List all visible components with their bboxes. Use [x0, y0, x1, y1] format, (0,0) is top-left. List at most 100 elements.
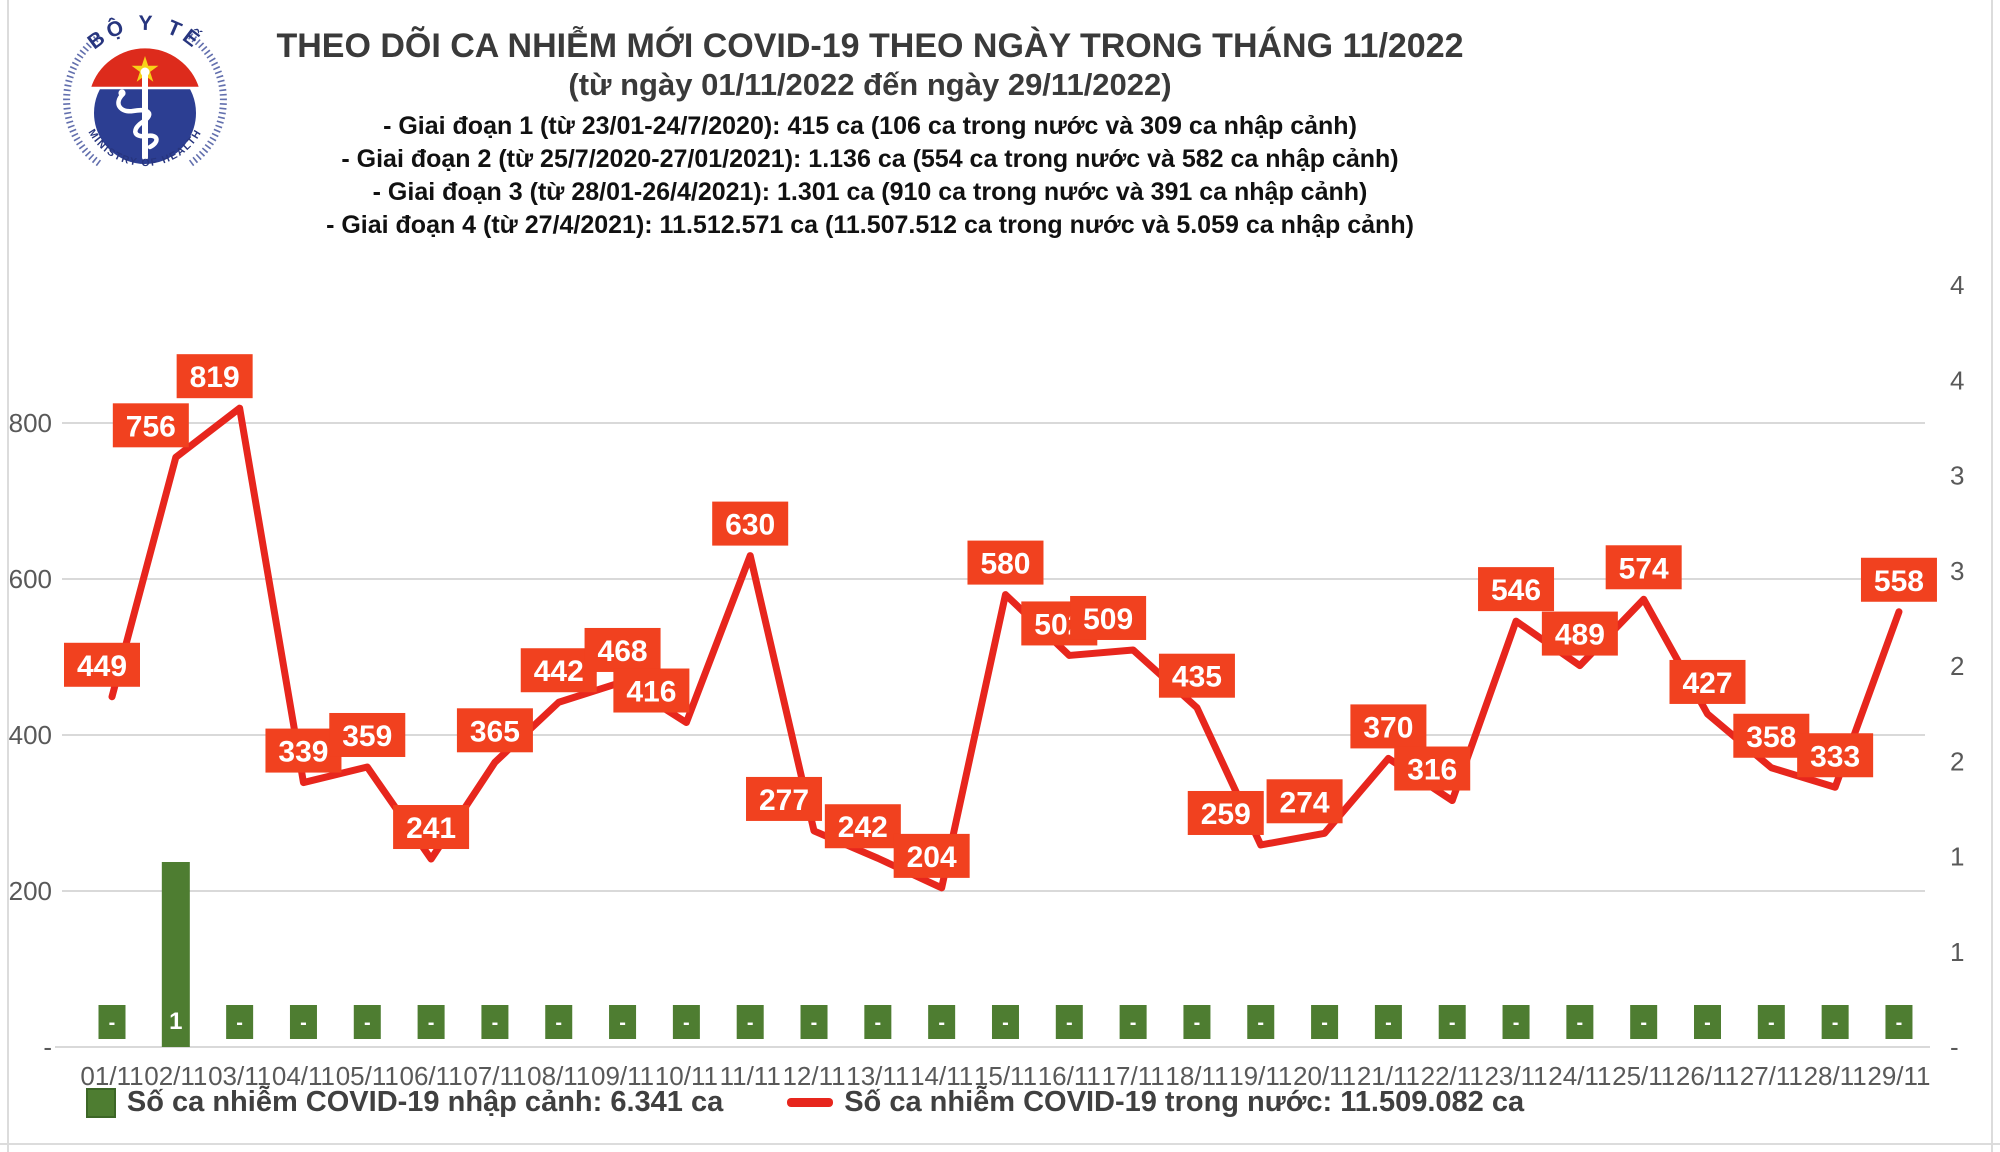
data-label-box — [1070, 595, 1147, 640]
data-label-box — [893, 833, 970, 878]
y-axis-right-label: 4 — [1950, 365, 1964, 395]
bar-label: - — [1449, 1012, 1456, 1034]
data-label-box — [64, 642, 140, 687]
bar-label-box — [545, 1005, 573, 1039]
data-label-box — [112, 403, 189, 448]
data-label: 435 — [1172, 661, 1222, 694]
bar-label: - — [1768, 1012, 1775, 1034]
bar-label: - — [1385, 1012, 1392, 1034]
data-label-box — [393, 805, 470, 850]
bar-label: - — [492, 1012, 499, 1034]
data-label-box — [712, 501, 789, 546]
bar-label-box — [1757, 1005, 1785, 1039]
bar-label: - — [1002, 1012, 1009, 1034]
bar-label-box — [1694, 1005, 1721, 1039]
bar-label-box — [1311, 1005, 1339, 1039]
bar-label-box — [1821, 1005, 1849, 1039]
bar-label-box — [162, 1005, 190, 1039]
x-axis-label: 03/11 — [208, 1061, 271, 1091]
data-label: 359 — [342, 720, 392, 753]
bar-label-box — [226, 1005, 254, 1039]
data-label: 365 — [470, 715, 520, 748]
bar-label: - — [1066, 1012, 1073, 1034]
bar-swatch-icon — [85, 1087, 116, 1118]
x-axis-label: 14/11 — [910, 1061, 973, 1091]
y-axis-left-label: 200 — [9, 876, 52, 906]
bar-label-box — [1247, 1005, 1275, 1039]
bar-label: - — [428, 1012, 435, 1034]
y-axis-right-label: 2 — [1950, 746, 1964, 776]
bar-label-box — [98, 1005, 126, 1039]
data-label-box — [1266, 779, 1343, 824]
x-axis-label: 18/11 — [1165, 1061, 1228, 1091]
logo-rays-right — [187, 33, 227, 167]
x-axis-label: 05/11 — [336, 1061, 399, 1091]
data-label: 630 — [725, 509, 775, 542]
data-label: 580 — [980, 548, 1030, 581]
data-label-box — [265, 728, 342, 773]
data-label-box — [1860, 557, 1937, 602]
bar-label-box — [1630, 1005, 1658, 1039]
data-label: 449 — [77, 650, 127, 683]
data-label-box — [176, 354, 253, 399]
frame-border-bottom — [0, 1143, 2000, 1145]
bar-label-box — [289, 1005, 317, 1039]
legend: Số ca nhiễm COVID-19 nhập cảnh: 6.341 ca… — [0, 1086, 1610, 1119]
bar-label: - — [683, 1012, 690, 1034]
bar-label: - — [1704, 1012, 1711, 1034]
x-axis-label: 02/11 — [144, 1061, 207, 1091]
data-label-box — [456, 708, 533, 753]
header: THEO DÕI CA NHIỄM MỚI COVID-19 THEO NGÀY… — [0, 0, 1740, 242]
data-label-box — [1350, 704, 1427, 749]
bar-label: 1 — [169, 1008, 182, 1035]
data-label-box — [329, 712, 406, 757]
x-axis-label: 13/11 — [846, 1061, 909, 1091]
bar-label: - — [811, 1012, 818, 1034]
x-axis-label: 20/11 — [1293, 1061, 1356, 1091]
logo-svg: BỘ Y TẾ MINISTRY OF HEALTH — [63, 12, 227, 169]
bar-label: - — [1896, 1012, 1903, 1034]
bar-label-box — [1183, 1005, 1211, 1039]
phase-1-line: - Giai đoạn 1 (từ 23/01-24/7/2020): 415 … — [383, 112, 1357, 140]
bar-label-box — [1438, 1005, 1466, 1039]
bar-label: - — [875, 1012, 882, 1034]
data-label: 574 — [1619, 552, 1669, 585]
y-axis-right-label: 1 — [1950, 937, 1964, 967]
bar-label-box — [417, 1005, 445, 1039]
data-label: 546 — [1491, 574, 1541, 607]
y-axis-right-label: 3 — [1950, 461, 1964, 491]
bar-label: - — [1321, 1012, 1328, 1034]
bar-label-box — [864, 1005, 892, 1039]
data-label-box — [1541, 611, 1618, 656]
x-axis-label: 24/11 — [1548, 1061, 1611, 1091]
page-title: THEO DÕI CA NHIỄM MỚI COVID-19 THEO NGÀY… — [276, 27, 1464, 65]
data-label: 259 — [1201, 798, 1251, 831]
bar-label: - — [300, 1012, 307, 1034]
bar-label: - — [1130, 1012, 1137, 1034]
x-axis-label: 15/11 — [974, 1061, 1037, 1091]
bar-label: - — [555, 1012, 562, 1034]
bar-label-box — [1374, 1005, 1402, 1039]
y-axis-right-label: - — [1950, 1032, 1959, 1062]
y-axis-left-label: 400 — [9, 720, 52, 750]
x-axis-label: 10/11 — [655, 1061, 718, 1091]
data-label: 277 — [759, 784, 809, 817]
data-label: 274 — [1280, 786, 1330, 819]
bar-label: - — [1577, 1012, 1584, 1034]
x-axis-label: 06/11 — [400, 1061, 463, 1091]
bar-label: - — [619, 1012, 626, 1034]
x-axis-label: 21/11 — [1357, 1061, 1420, 1091]
x-axis-label: 23/11 — [1484, 1061, 1547, 1091]
bar-label-box — [1055, 1005, 1083, 1039]
bar-label-box — [672, 1005, 700, 1039]
domestic-cases-line — [108, 404, 1903, 892]
y-axis-right-label: 1 — [1950, 842, 1964, 872]
bar-label: - — [938, 1012, 945, 1034]
phase-4-line: - Giai đoạn 4 (từ 27/4/2021): 11.512.571… — [326, 211, 1414, 239]
x-axis-label: 27/11 — [1740, 1061, 1803, 1091]
data-label: 333 — [1810, 740, 1860, 773]
bar-label-box — [1502, 1005, 1530, 1039]
bar-label-box — [1119, 1005, 1147, 1039]
y-axis-left-label: - — [43, 1032, 52, 1062]
line-swatch-icon — [787, 1098, 834, 1107]
